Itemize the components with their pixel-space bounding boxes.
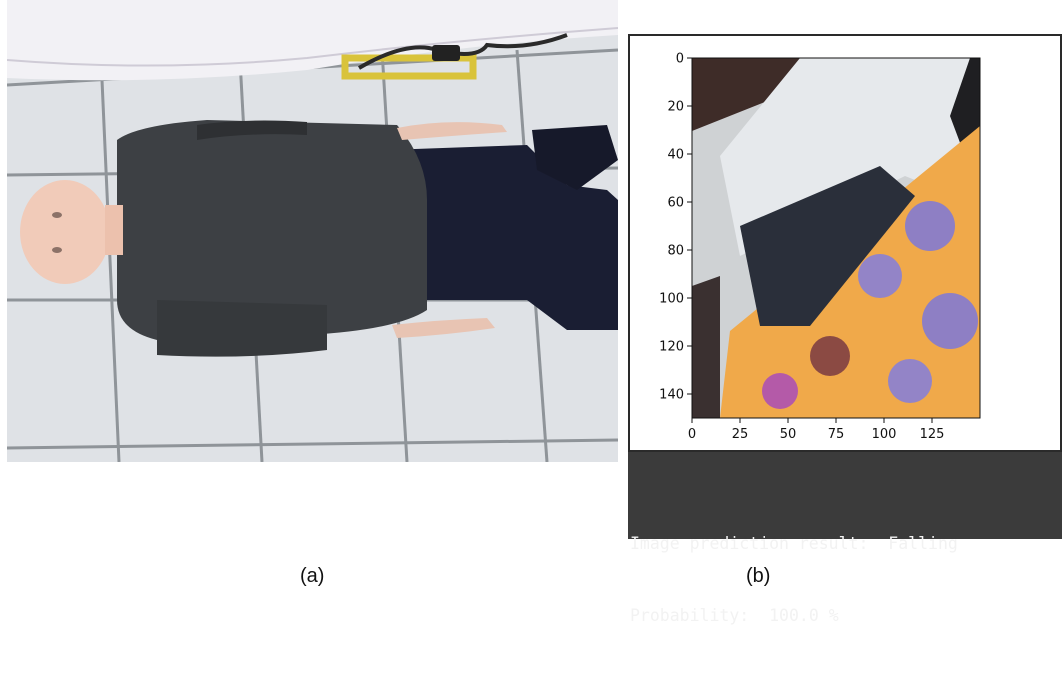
y-axis-ticks: 0 20 40 60 80 100 120 140 — [659, 52, 692, 403]
caption-a: (a) — [300, 565, 325, 587]
x-tick-label: 50 — [780, 427, 797, 442]
probability-label: Probability: — [630, 606, 750, 625]
input-image-thumbnail — [692, 58, 980, 418]
x-tick-label: 125 — [920, 427, 945, 442]
y-tick-label: 60 — [667, 196, 684, 211]
prediction-result-line: Image prediction result: Falling — [628, 532, 1062, 556]
prediction-output-panel: 0 20 40 60 80 100 120 140 0 25 50 75 100 125 Image p… — [628, 34, 1062, 625]
y-tick-label: 0 — [676, 52, 684, 67]
probability-value: 100.0 % — [769, 606, 839, 625]
y-tick-label: 40 — [667, 148, 684, 163]
y-tick-label: 120 — [659, 340, 684, 355]
mannequin-floor-photo — [7, 0, 618, 462]
x-tick-label: 0 — [688, 427, 696, 442]
image-plot-frame: 0 20 40 60 80 100 120 140 0 25 50 75 100 125 — [628, 34, 1062, 452]
y-tick-label: 100 — [659, 292, 684, 307]
y-tick-label: 140 — [659, 388, 684, 403]
x-tick-label: 25 — [732, 427, 749, 442]
probability-line: Probability: 100.0 % — [628, 604, 1062, 628]
prediction-label: Image prediction result: — [630, 534, 869, 553]
y-tick-label: 80 — [667, 244, 684, 259]
prediction-console: Image prediction result: Falling Probabi… — [628, 484, 1062, 676]
y-tick-label: 20 — [667, 100, 684, 115]
x-tick-label: 100 — [872, 427, 897, 442]
x-tick-label: 75 — [828, 427, 845, 442]
x-axis-ticks: 0 25 50 75 100 125 — [688, 418, 945, 442]
image-plot: 0 20 40 60 80 100 120 140 0 25 50 75 100 125 — [659, 52, 981, 442]
prediction-value: Falling — [888, 534, 958, 553]
caption-b: (b) — [746, 565, 771, 587]
